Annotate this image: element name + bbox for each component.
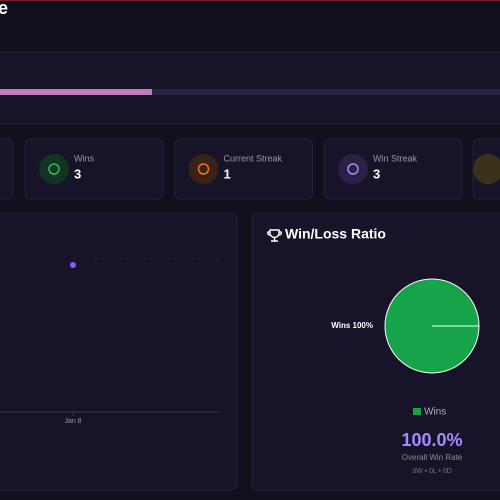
progress-fill (0, 89, 152, 95)
stat-icon (473, 154, 500, 184)
stat-card (24, 138, 164, 200)
win-rate-caption: Overall Win Rate (402, 453, 463, 462)
stat-value: 3 (373, 166, 380, 181)
stat-value: 1 (224, 166, 231, 181)
stat-icon (338, 154, 368, 184)
line-point (70, 262, 76, 268)
stat-icon-glyph (197, 163, 210, 175)
x-tick-label: Jan 8 (64, 418, 81, 425)
stat-icon-glyph (347, 163, 359, 175)
stat-label: Wins (74, 153, 94, 163)
legend-label: Wins (424, 407, 446, 418)
chart-panel (0, 212, 238, 491)
stat-icon (39, 154, 69, 184)
stat-card (323, 138, 463, 200)
stat-label: Current Streak (224, 153, 283, 163)
stat-label: Win Streak (373, 153, 418, 163)
pie-title: Win/Loss Ratio (285, 226, 386, 242)
record: 3W • 0L • 0D (412, 468, 452, 475)
trophy-icon (267, 229, 282, 242)
win-rate: 100.0% (401, 430, 462, 450)
stat-icon-glyph (48, 163, 60, 175)
stat-icon (188, 154, 219, 184)
legend-swatch (413, 408, 421, 415)
pie-label: Wins 100% (331, 321, 373, 330)
progress-track (0, 89, 500, 95)
stat-card (0, 138, 14, 200)
stat-value: 3 (74, 166, 81, 181)
progress-panel (0, 51, 500, 125)
page-title: e (0, 0, 8, 18)
stat-card (174, 138, 313, 200)
